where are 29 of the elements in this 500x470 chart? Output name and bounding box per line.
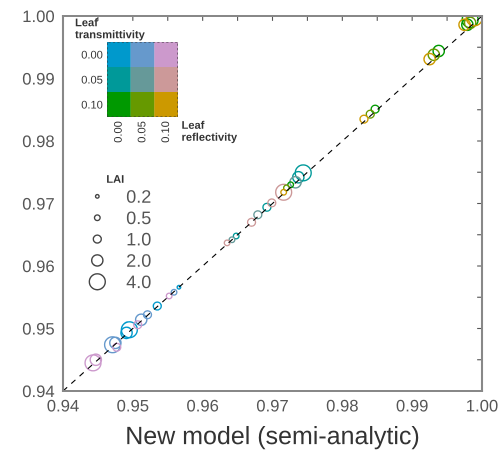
x-tick-label: 0.98 — [326, 400, 358, 412]
x-tick-label: 0.94 — [47, 400, 79, 412]
x-tick-label: 0.96 — [187, 400, 218, 412]
category-label: 0.00 — [114, 122, 122, 142]
legend-title: LAI — [107, 175, 124, 183]
y-tick-label: 0.95 — [22, 322, 54, 335]
x-axis-title: New model (semi-analytic) — [127, 426, 418, 450]
text: Leaf transmittivity — [75, 18, 145, 40]
legend-label: 0.5 — [126, 211, 151, 224]
y-tick-label: 0.97 — [22, 198, 54, 210]
x-tick-label: 0.95 — [117, 400, 148, 412]
text: Leaf reflectivity — [182, 120, 238, 144]
legend-label: 2.0 — [127, 254, 151, 267]
legend-label: 1.0 — [128, 232, 151, 246]
y-tick-label: 0.99 — [22, 72, 54, 85]
category-label: 0.10 — [82, 100, 102, 109]
category-label: 0.05 — [138, 122, 146, 142]
x-tick-label: 1.00 — [467, 400, 498, 412]
y-tick-label: 0.98 — [22, 135, 54, 148]
y-tick-label: 0.96 — [22, 260, 54, 272]
legend-label: 4.0 — [126, 275, 151, 288]
category-label: 0.00 — [82, 50, 102, 59]
y-tick-label: 1.00 — [24, 10, 54, 22]
x-tick-label: 0.97 — [256, 400, 288, 412]
x-tick-label: 0.99 — [396, 400, 428, 412]
category-label: 0.05 — [82, 76, 102, 84]
y-tick-label: 0.94 — [22, 385, 54, 398]
category-label: 0.10 — [161, 122, 170, 142]
legend-label: 0.2 — [126, 190, 150, 203]
